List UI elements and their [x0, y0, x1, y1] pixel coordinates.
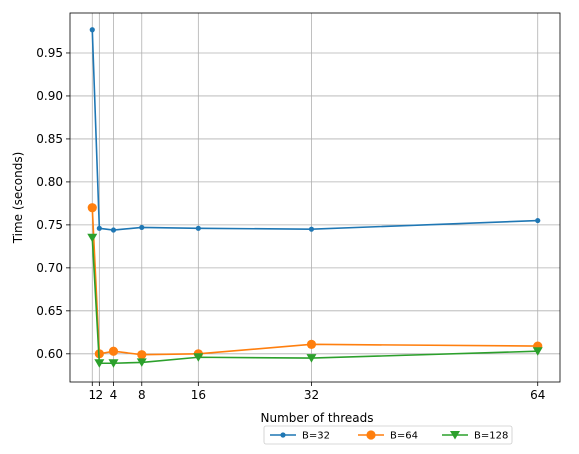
y-tick-label: 0.90	[36, 89, 63, 103]
data-point	[87, 233, 98, 243]
legend-label: B=32	[302, 431, 330, 442]
data-point	[195, 225, 201, 231]
data-point	[96, 225, 102, 231]
legend-label: B=128	[474, 431, 508, 442]
x-tick-label: 8	[138, 388, 146, 402]
data-point	[108, 359, 119, 368]
data-point	[139, 224, 145, 231]
y-axis-label: Time (seconds)	[11, 152, 25, 245]
data-point	[110, 227, 117, 233]
data-point	[137, 350, 147, 360]
plot-frame	[69, 12, 561, 383]
x-tick-label: 2	[96, 388, 104, 402]
legend-marker	[280, 432, 286, 438]
y-tick-label: 0.65	[36, 304, 63, 318]
data-point	[306, 354, 317, 363]
legend-marker	[366, 430, 376, 440]
data-point	[306, 339, 317, 349]
data-point	[136, 358, 147, 367]
y-tick-label: 0.60	[36, 347, 63, 361]
legend-box	[263, 425, 513, 445]
legend-item: B=64	[358, 430, 418, 442]
series-b-128	[87, 233, 543, 368]
data-point	[89, 27, 95, 33]
y-tick-label: 0.80	[36, 175, 63, 189]
x-tick-label: 32	[304, 388, 319, 402]
legend: B=32 B=64 B=128	[263, 425, 513, 445]
legend-label: B=64	[390, 431, 418, 442]
x-tick-label: 64	[530, 388, 545, 402]
data-point	[87, 203, 97, 213]
x-axis-label: Number of threads	[261, 411, 374, 425]
legend-item: B=32	[270, 431, 330, 442]
x-tick-label: 1	[88, 388, 96, 402]
legend-item: B=128	[442, 431, 508, 442]
y-tick-label: 0.75	[36, 218, 63, 232]
data-point	[108, 346, 119, 356]
data-point	[193, 353, 204, 362]
data-point	[532, 347, 543, 356]
data-point	[94, 359, 105, 368]
y-tick-label: 0.85	[36, 132, 63, 146]
y-tick-label: 0.70	[36, 261, 63, 275]
x-tick-label: 4	[110, 388, 118, 402]
legend-marker	[450, 431, 460, 440]
data-point	[308, 226, 315, 232]
x-axis-ticks: 1 2 4 8 16 32 64	[88, 382, 545, 402]
y-axis-ticks: 0.60 0.65 0.70 0.75 0.80 0.85 0.90 0.95	[36, 46, 70, 361]
series-b-64	[87, 203, 543, 360]
x-tick-label: 16	[191, 388, 206, 402]
series-b-32	[89, 27, 541, 233]
series-line	[91, 29, 538, 231]
series-group	[87, 27, 543, 368]
data-point	[535, 217, 541, 224]
y-tick-label: 0.95	[36, 46, 63, 60]
grid-lines	[70, 13, 560, 382]
